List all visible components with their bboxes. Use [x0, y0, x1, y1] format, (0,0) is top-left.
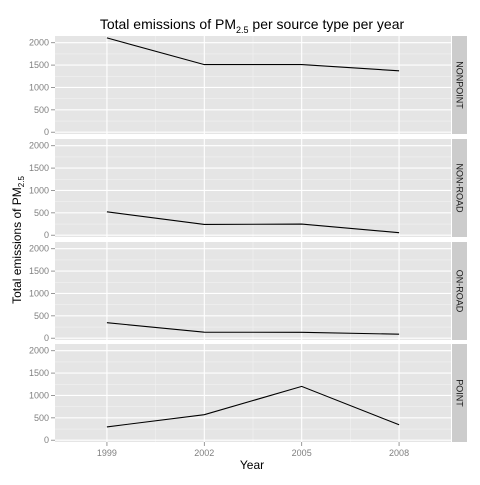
y-tick-label: 2000 [29, 38, 49, 48]
y-tick-label: 500 [34, 105, 49, 115]
facet-strip-label: ON-ROAD [455, 270, 465, 313]
x-tick-label: 2005 [292, 448, 312, 458]
facet-panel-on-road: 0 500 1000 1500 2000 ON-ROAD [29, 242, 467, 343]
y-tick-label: 1500 [29, 163, 49, 173]
y-axis-label-subscript: 2.5 [17, 176, 26, 188]
y-tick-label: 1000 [29, 185, 49, 195]
y-tick-label: 1000 [29, 82, 49, 92]
chart-title-main: Total emissions of PM [100, 16, 236, 32]
y-tick-label: 1500 [29, 266, 49, 276]
y-tick-label: 0 [44, 230, 49, 240]
chart-title: Total emissions of PM2.5 per source type… [100, 16, 405, 35]
chart-title-subscript: 2.5 [236, 25, 249, 35]
x-tick-label: 2002 [194, 448, 214, 458]
y-tick-label: 500 [34, 208, 49, 218]
facet-panel-non-road: 0 500 1000 1500 2000 NON-ROAD [29, 139, 467, 240]
y-tick-label: 500 [34, 413, 49, 423]
y-tick-label: 1500 [29, 368, 49, 378]
y-tick-label: 2000 [29, 346, 49, 356]
y-axis-label-main: Total emissions of PM [10, 187, 24, 304]
facet-panel-point: 0 500 1000 1500 2000 POINT [29, 344, 467, 445]
y-tick-label: 2000 [29, 244, 49, 254]
y-tick-label: 1500 [29, 60, 49, 70]
x-axis: 1999 2002 2005 2008 [97, 442, 409, 458]
facet-strip-label: POINT [455, 379, 465, 407]
x-axis-label: Year [240, 458, 264, 472]
y-tick-label: 1000 [29, 390, 49, 400]
x-tick-label: 1999 [97, 448, 117, 458]
y-tick-label: 500 [34, 311, 49, 321]
y-tick-label: 0 [44, 435, 49, 445]
facet-panel-nonpoint: 0 500 1000 1500 2000 NONPOINT [29, 36, 467, 137]
y-tick-label: 1000 [29, 288, 49, 298]
y-tick-label: 0 [44, 333, 49, 343]
x-tick-label: 2008 [389, 448, 409, 458]
facet-strip-label: NON-ROAD [455, 164, 465, 213]
facet-strip-label: NONPOINT [455, 61, 465, 109]
y-axis-label: Total emissions of PM2.5 [10, 176, 26, 304]
y-tick-label: 0 [44, 127, 49, 137]
chart-title-suffix: per source type per year [249, 16, 405, 32]
facet-panels: 0 500 1000 1500 2000 NONPOINT 0 500 1000 1500 2000… [29, 36, 467, 458]
y-tick-label: 2000 [29, 141, 49, 151]
